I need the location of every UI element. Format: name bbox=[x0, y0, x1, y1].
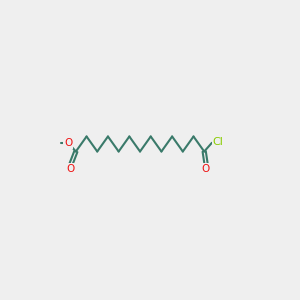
Text: O: O bbox=[202, 164, 210, 174]
Text: O: O bbox=[66, 164, 74, 174]
Text: O: O bbox=[64, 138, 72, 148]
Text: Cl: Cl bbox=[213, 137, 224, 147]
